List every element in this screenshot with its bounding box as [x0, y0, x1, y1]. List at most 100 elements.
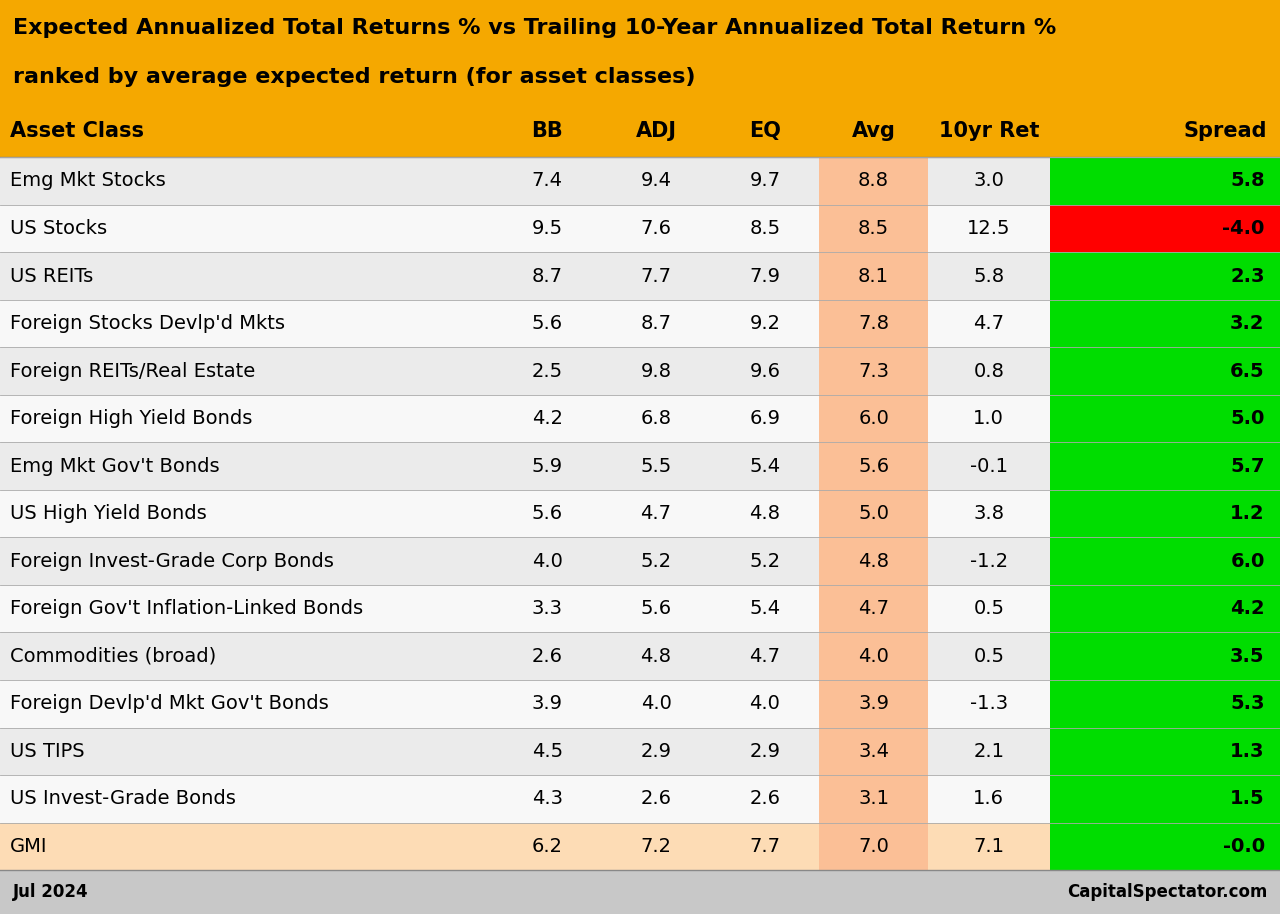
Text: CapitalSpectator.com: CapitalSpectator.com	[1066, 883, 1267, 901]
Text: 9.5: 9.5	[531, 219, 563, 238]
Text: 8.1: 8.1	[858, 267, 890, 285]
Text: 4.7: 4.7	[749, 647, 781, 665]
Text: 2.5: 2.5	[531, 362, 563, 380]
Bar	[819, 157, 928, 205]
Text: 4.0: 4.0	[749, 695, 781, 713]
Bar	[0, 490, 1280, 537]
Bar	[819, 728, 928, 775]
Text: 2.9: 2.9	[749, 742, 781, 760]
Text: Emg Mkt Gov't Bonds: Emg Mkt Gov't Bonds	[10, 457, 220, 475]
Text: 5.0: 5.0	[1230, 409, 1265, 428]
Bar	[0, 157, 1280, 205]
Text: 3.1: 3.1	[858, 790, 890, 808]
Text: 1.2: 1.2	[1230, 505, 1265, 523]
Text: 0.8: 0.8	[973, 362, 1005, 380]
Text: 1.6: 1.6	[973, 790, 1005, 808]
Text: 4.0: 4.0	[531, 552, 563, 570]
Text: 4.7: 4.7	[640, 505, 672, 523]
Bar	[819, 395, 928, 442]
Text: -4.0: -4.0	[1222, 219, 1265, 238]
Text: 8.8: 8.8	[858, 172, 890, 190]
Bar	[1050, 490, 1280, 537]
Bar	[1050, 728, 1280, 775]
Text: US TIPS: US TIPS	[10, 742, 84, 760]
Text: 12.5: 12.5	[968, 219, 1010, 238]
Text: 5.6: 5.6	[858, 457, 890, 475]
Text: 5.3: 5.3	[1230, 695, 1265, 713]
Text: 5.7: 5.7	[1230, 457, 1265, 475]
Bar	[819, 680, 928, 728]
Text: GMI: GMI	[10, 837, 47, 856]
Bar	[1050, 775, 1280, 823]
Bar	[1050, 252, 1280, 300]
Text: 7.7: 7.7	[640, 267, 672, 285]
Text: US REITs: US REITs	[10, 267, 93, 285]
Bar	[819, 490, 928, 537]
Text: 5.6: 5.6	[640, 600, 672, 618]
Bar	[819, 585, 928, 632]
Text: Foreign Devlp'd Mkt Gov't Bonds: Foreign Devlp'd Mkt Gov't Bonds	[10, 695, 329, 713]
Text: 5.2: 5.2	[749, 552, 781, 570]
Bar	[0, 300, 1280, 347]
Text: Foreign Stocks Devlp'd Mkts: Foreign Stocks Devlp'd Mkts	[10, 314, 285, 333]
Text: 1.5: 1.5	[1230, 790, 1265, 808]
Text: 2.1: 2.1	[973, 742, 1005, 760]
Text: 7.2: 7.2	[640, 837, 672, 856]
Text: 9.2: 9.2	[749, 314, 781, 333]
Bar	[0, 870, 1280, 914]
Text: 7.8: 7.8	[858, 314, 890, 333]
Bar	[1050, 347, 1280, 395]
Bar	[0, 395, 1280, 442]
Text: ADJ: ADJ	[635, 122, 677, 141]
Text: 7.9: 7.9	[749, 267, 781, 285]
Text: 5.8: 5.8	[1230, 172, 1265, 190]
Text: Avg: Avg	[851, 122, 896, 141]
Bar	[1050, 632, 1280, 680]
Text: 8.5: 8.5	[749, 219, 781, 238]
Text: 5.5: 5.5	[640, 457, 672, 475]
Text: -0.1: -0.1	[970, 457, 1007, 475]
Text: 4.7: 4.7	[973, 314, 1005, 333]
Bar	[0, 775, 1280, 823]
Bar	[0, 442, 1280, 490]
Text: Foreign High Yield Bonds: Foreign High Yield Bonds	[10, 409, 252, 428]
Text: 4.7: 4.7	[858, 600, 890, 618]
Text: 4.8: 4.8	[858, 552, 890, 570]
Bar	[819, 300, 928, 347]
Text: Asset Class: Asset Class	[10, 122, 145, 141]
Bar	[819, 205, 928, 252]
Bar	[1050, 157, 1280, 205]
Text: 2.6: 2.6	[640, 790, 672, 808]
Bar	[1050, 205, 1280, 252]
Text: 0.5: 0.5	[973, 647, 1005, 665]
Bar	[0, 728, 1280, 775]
Text: 9.8: 9.8	[640, 362, 672, 380]
Text: 3.0: 3.0	[973, 172, 1005, 190]
Bar	[0, 537, 1280, 585]
Text: 6.0: 6.0	[858, 409, 890, 428]
Text: 5.2: 5.2	[640, 552, 672, 570]
Text: 9.6: 9.6	[749, 362, 781, 380]
Text: US Stocks: US Stocks	[10, 219, 108, 238]
Text: 9.7: 9.7	[749, 172, 781, 190]
Text: US High Yield Bonds: US High Yield Bonds	[10, 505, 207, 523]
Bar	[1050, 823, 1280, 870]
Text: 5.9: 5.9	[531, 457, 563, 475]
Bar	[0, 347, 1280, 395]
Text: 6.8: 6.8	[640, 409, 672, 428]
Text: Foreign Gov't Inflation-Linked Bonds: Foreign Gov't Inflation-Linked Bonds	[10, 600, 364, 618]
Text: 4.2: 4.2	[1230, 600, 1265, 618]
Text: US Invest-Grade Bonds: US Invest-Grade Bonds	[10, 790, 236, 808]
Text: Emg Mkt Stocks: Emg Mkt Stocks	[10, 172, 166, 190]
Text: Spread: Spread	[1184, 122, 1267, 141]
Text: -1.3: -1.3	[970, 695, 1007, 713]
Text: ranked by average expected return (for asset classes): ranked by average expected return (for a…	[13, 67, 695, 87]
Text: 3.9: 3.9	[531, 695, 563, 713]
Text: 7.1: 7.1	[973, 837, 1005, 856]
Text: -0.0: -0.0	[1222, 837, 1265, 856]
Text: 3.2: 3.2	[1230, 314, 1265, 333]
Text: 2.6: 2.6	[749, 790, 781, 808]
Bar	[0, 632, 1280, 680]
Text: 7.4: 7.4	[531, 172, 563, 190]
Text: -1.2: -1.2	[970, 552, 1007, 570]
